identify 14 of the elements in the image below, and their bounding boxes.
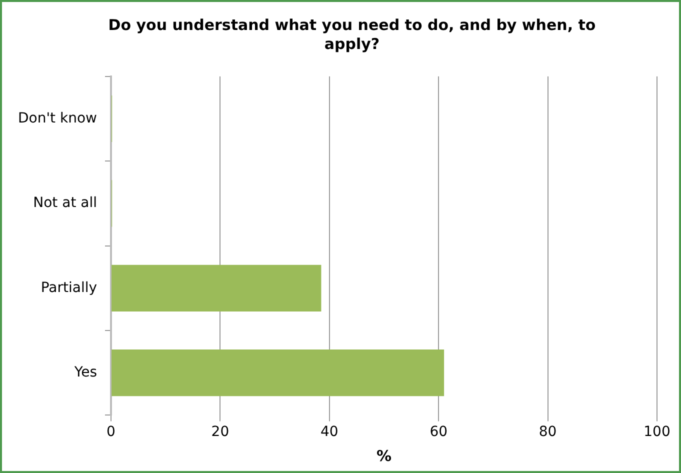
x-tick-label: 100 <box>644 424 670 440</box>
x-tick-label: 20 <box>211 424 230 440</box>
chart-title: Do you understand what you need to do, and by when, to apply? <box>107 16 597 54</box>
y-tick-label: Partially <box>40 280 98 296</box>
x-tick-label: 60 <box>430 424 448 440</box>
x-tick-label: 80 <box>538 424 557 440</box>
x-tick-label: 40 <box>320 424 338 440</box>
y-tick-label: Not at all <box>33 195 98 212</box>
y-tick-label: Don't know <box>18 110 98 126</box>
bar <box>112 350 444 396</box>
bar <box>112 264 322 312</box>
y-tick-label: Yes <box>73 364 98 380</box>
x-tick-label: 0 <box>106 424 116 440</box>
x-axis-title: % <box>376 446 392 465</box>
